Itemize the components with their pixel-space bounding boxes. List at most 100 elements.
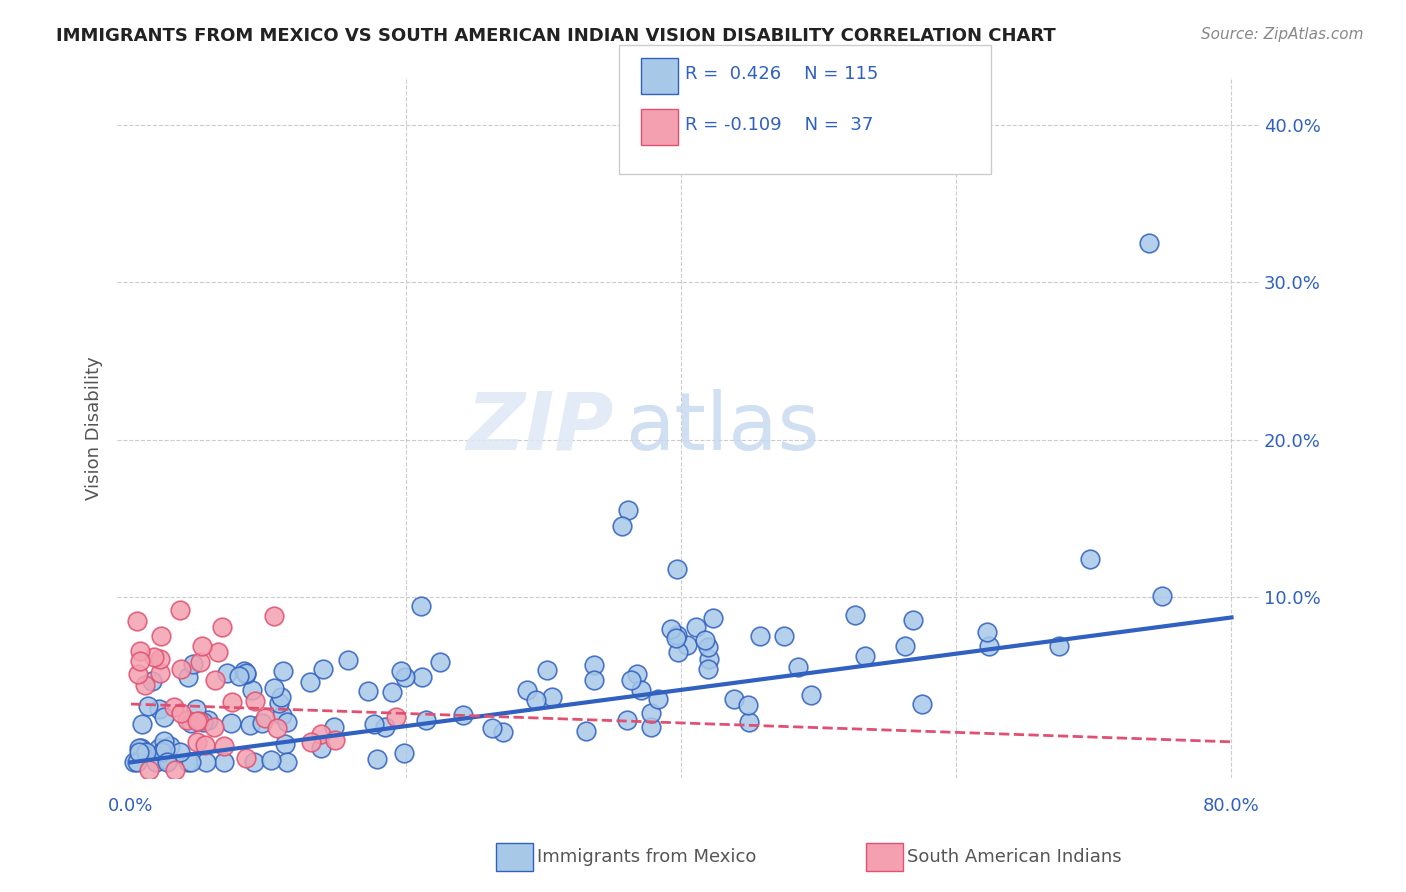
Point [748, 629, 770, 643]
Point [738, 714, 761, 729]
Point [242, 756, 264, 770]
Point [524, 693, 547, 707]
Point [665, 631, 688, 645]
Point [128, 741, 150, 756]
Point [195, 756, 218, 770]
Point [620, 673, 643, 687]
Point [163, 700, 186, 714]
Point [159, 739, 181, 753]
Point [693, 632, 716, 647]
Point [235, 751, 257, 765]
Text: Source: ZipAtlas.com: Source: ZipAtlas.com [1201, 27, 1364, 42]
Text: South American Indians: South American Indians [907, 848, 1122, 866]
Point [149, 652, 172, 666]
Point [309, 741, 332, 756]
Point [271, 664, 294, 678]
Point [180, 716, 202, 731]
Point [212, 739, 235, 754]
Point [276, 714, 298, 729]
Point [134, 678, 156, 692]
Point [659, 623, 682, 637]
Text: atlas: atlas [626, 389, 820, 467]
Point [191, 639, 214, 653]
Point [169, 603, 191, 617]
Point [1137, 235, 1160, 250]
Point [723, 692, 745, 706]
Point [384, 709, 406, 723]
Point [893, 640, 915, 654]
Point [186, 714, 208, 728]
Point [240, 683, 263, 698]
Point [583, 673, 606, 687]
Point [1080, 552, 1102, 566]
Point [323, 720, 346, 734]
Point [676, 638, 699, 652]
Point [260, 753, 283, 767]
Point [610, 519, 633, 533]
Point [221, 695, 243, 709]
Point [128, 644, 150, 658]
Point [540, 690, 562, 704]
Point [409, 599, 432, 613]
Point [150, 629, 173, 643]
Text: Immigrants from Mexico: Immigrants from Mexico [537, 848, 756, 866]
Point [181, 657, 204, 672]
Point [170, 662, 193, 676]
Point [235, 667, 257, 681]
Text: IMMIGRANTS FROM MEXICO VS SOUTH AMERICAN INDIAN VISION DISABILITY CORRELATION CH: IMMIGRANTS FROM MEXICO VS SOUTH AMERICAN… [56, 27, 1056, 45]
Point [239, 718, 262, 732]
Point [184, 702, 207, 716]
Point [143, 649, 166, 664]
Point [250, 716, 273, 731]
Point [492, 725, 515, 739]
Text: ZIP: ZIP [467, 389, 614, 467]
Point [323, 732, 346, 747]
Point [481, 721, 503, 735]
Point [125, 756, 148, 770]
Point [429, 655, 451, 669]
Point [204, 673, 226, 688]
Point [214, 756, 236, 770]
Point [148, 740, 170, 755]
Point [170, 706, 193, 720]
Point [274, 737, 297, 751]
Point [188, 655, 211, 669]
Text: 0.0%: 0.0% [108, 797, 153, 815]
Point [411, 669, 433, 683]
Point [270, 690, 292, 704]
Point [276, 756, 298, 770]
Point [394, 670, 416, 684]
Point [640, 706, 662, 721]
Point [149, 666, 172, 681]
Point [128, 667, 150, 681]
Point [903, 613, 925, 627]
Point [194, 738, 217, 752]
Point [269, 696, 291, 710]
Point [153, 742, 176, 756]
Point [582, 657, 605, 672]
Point [299, 735, 322, 749]
Point [312, 662, 335, 676]
Point [844, 607, 866, 622]
Point [156, 753, 179, 767]
Text: R =  0.426    N = 115: R = 0.426 N = 115 [685, 65, 879, 83]
Point [666, 645, 689, 659]
Point [270, 707, 292, 722]
Point [665, 561, 688, 575]
Point [574, 724, 596, 739]
Point [1047, 639, 1070, 653]
Point [357, 684, 380, 698]
Point [186, 735, 208, 749]
Point [221, 716, 243, 731]
Point [127, 614, 149, 628]
Point [128, 745, 150, 759]
Point [266, 721, 288, 735]
Point [366, 751, 388, 765]
Point [138, 763, 160, 777]
Point [215, 666, 238, 681]
Point [197, 713, 219, 727]
Point [702, 611, 724, 625]
Point [235, 666, 257, 681]
Point [1152, 589, 1174, 603]
Y-axis label: Vision Disability: Vision Disability [86, 356, 103, 500]
